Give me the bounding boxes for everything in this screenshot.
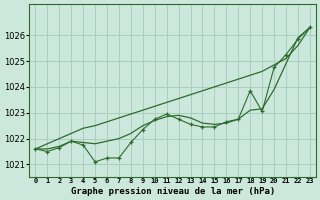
X-axis label: Graphe pression niveau de la mer (hPa): Graphe pression niveau de la mer (hPa): [70, 187, 275, 196]
